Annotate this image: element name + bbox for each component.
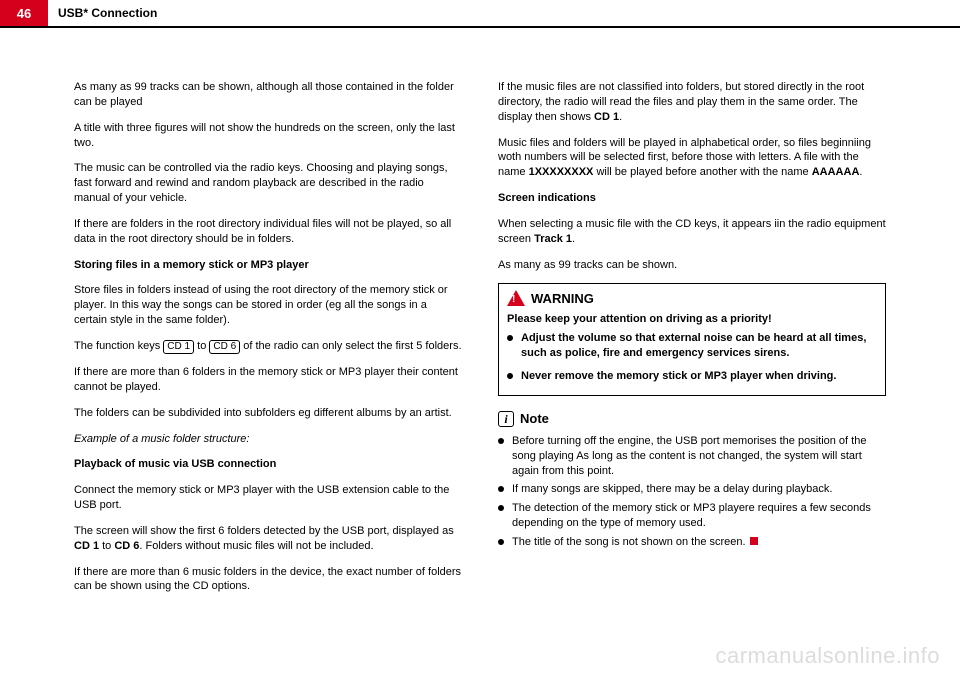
end-square-icon [750,537,758,545]
note-text: Before turning off the engine, the USB p… [512,434,886,479]
body-text: If the music files are not classified in… [498,80,886,125]
note-text: The detection of the memory stick or MP3… [512,501,886,531]
page-header: 46 USB* Connection [0,0,960,26]
page-number: 46 [17,6,31,21]
subheading: Storing files in a memory stick or MP3 p… [74,258,462,273]
text-fragment: . [619,111,622,123]
text-fragment: to [194,340,209,352]
warning-exclaim: ! [512,293,515,307]
right-column: If the music files are not classified in… [498,80,886,649]
info-icon: i [498,411,514,427]
body-text: If there are folders in the root directo… [74,217,462,247]
bullet-icon [507,373,513,379]
text-fragment: of the radio can only select the first 5… [240,340,461,352]
bullet-icon [507,335,513,341]
bold-text: CD 6 [114,540,139,552]
text-fragment: If the music files are not classified in… [498,81,864,123]
note-bullet: Before turning off the engine, the USB p… [498,434,886,479]
body-text: Connect the memory stick or MP3 player w… [74,483,462,513]
bold-text: Track 1 [534,233,572,245]
warning-box: ! WARNING Please keep your attention on … [498,283,886,396]
body-text: Music files and folders will be played i… [498,136,886,181]
body-text: As many as 99 tracks can be shown, altho… [74,80,462,110]
warning-header: ! WARNING [507,290,877,308]
warning-bullet-text: Adjust the volume so that external noise… [521,331,877,361]
body-text: A title with three figures will not show… [74,121,462,151]
text-fragment: . [572,233,575,245]
body-text: If there are more than 6 folders in the … [74,365,462,395]
bullet-icon [498,505,504,511]
body-text: When selecting a music file with the CD … [498,217,886,247]
note-bullet: The detection of the memory stick or MP3… [498,501,886,531]
note-text: The title of the song is not shown on th… [512,535,758,550]
body-text: The screen will show the first 6 folders… [74,524,462,554]
bold-text: AAAAAA [812,166,860,178]
header-underline [0,26,960,28]
body-text-italic: Example of a music folder structure: [74,432,462,447]
body-text: As many as 99 tracks can be shown. [498,258,886,273]
note-bullet: The title of the song is not shown on th… [498,535,886,550]
text-fragment: The screen will show the first 6 folders… [74,525,454,537]
bullet-icon [498,539,504,545]
warning-bullet: Adjust the volume so that external noise… [507,331,877,365]
bold-text: 1XXXXXXXX [529,166,594,178]
keycap-cd6: CD 6 [209,340,240,354]
note-text-inner: The title of the song is not shown on th… [512,536,746,548]
watermark: carmanualsonline.info [715,643,940,669]
text-fragment: . Folders without music files will not b… [139,540,373,552]
warning-body: Please keep your attention on driving as… [507,312,877,387]
keycap-cd1: CD 1 [163,340,194,354]
text-fragment: The function keys [74,340,163,352]
warning-line: Please keep your attention on driving as… [507,312,877,327]
text-fragment: . [859,166,862,178]
note-text: If many songs are skipped, there may be … [512,482,832,497]
content-columns: As many as 99 tracks can be shown, altho… [74,80,886,649]
text-fragment: will be played before another with the n… [593,166,811,178]
bullet-icon [498,486,504,492]
body-text: If there are more than 6 music folders i… [74,565,462,595]
warning-triangle-icon: ! [507,290,525,306]
bold-text: CD 1 [594,111,619,123]
text-fragment: to [99,540,114,552]
bullet-icon [498,438,504,444]
body-text: The function keys CD 1 to CD 6 of the ra… [74,339,462,354]
note-header: i Note [498,410,886,428]
left-column: As many as 99 tracks can be shown, altho… [74,80,462,649]
body-text: The folders can be subdivided into subfo… [74,406,462,421]
warning-bullet: Never remove the memory stick or MP3 pla… [507,369,877,388]
warning-bullet-text: Never remove the memory stick or MP3 pla… [521,369,836,384]
note-title: Note [520,410,549,428]
note-bullet: If many songs are skipped, there may be … [498,482,886,497]
subheading: Playback of music via USB connection [74,457,462,472]
bold-text: CD 1 [74,540,99,552]
subheading: Screen indications [498,191,886,206]
body-text: The music can be controlled via the radi… [74,161,462,206]
section-title: USB* Connection [58,6,157,20]
page-number-box: 46 [0,0,48,26]
warning-title: WARNING [531,290,594,308]
body-text: Store files in folders instead of using … [74,283,462,328]
